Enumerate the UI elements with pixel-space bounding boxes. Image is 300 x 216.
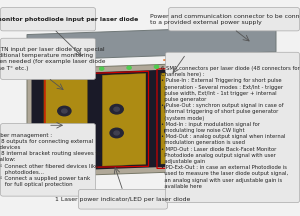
Circle shape: [100, 67, 104, 70]
Text: Power and communication connector to be connected
to a provided external power s: Power and communication connector to be …: [151, 14, 300, 25]
FancyBboxPatch shape: [166, 52, 299, 203]
Circle shape: [58, 106, 71, 116]
Bar: [17, 64, 26, 67]
Circle shape: [114, 131, 119, 135]
Circle shape: [218, 127, 224, 131]
Circle shape: [154, 65, 159, 68]
Circle shape: [218, 104, 224, 108]
Polygon shape: [220, 69, 263, 162]
Bar: [17, 67, 26, 70]
Text: Fiber management :
• 8 outputs for connecting external
  devices
• 8 internal br: Fiber management : • 8 outputs for conne…: [0, 133, 100, 187]
Text: 1 Laser power indicator/LED per laser diode: 1 Laser power indicator/LED per laser di…: [55, 197, 191, 202]
Circle shape: [209, 63, 213, 66]
Circle shape: [45, 69, 49, 72]
Bar: [17, 63, 26, 67]
FancyBboxPatch shape: [1, 8, 95, 31]
Bar: [17, 60, 26, 64]
Polygon shape: [103, 73, 146, 166]
FancyBboxPatch shape: [1, 124, 95, 196]
FancyBboxPatch shape: [169, 8, 299, 31]
Circle shape: [62, 133, 67, 137]
Bar: [17, 65, 26, 68]
Text: 1 CTN input per laser diode for special
additional temperature monitoring
when n: 1 CTN input per laser diode for special …: [0, 47, 105, 71]
Polygon shape: [27, 26, 276, 60]
FancyBboxPatch shape: [79, 189, 167, 209]
Bar: [17, 61, 26, 64]
Circle shape: [236, 62, 241, 65]
Polygon shape: [27, 60, 276, 177]
Circle shape: [110, 105, 123, 114]
Bar: [17, 62, 26, 65]
Polygon shape: [32, 66, 272, 172]
Text: 6 SMA connectors per laser diode (48 connectors for 8
Channels here) :
• Pulse-I: 6 SMA connectors per laser diode (48 con…: [160, 66, 300, 189]
Circle shape: [72, 68, 76, 71]
Circle shape: [169, 105, 174, 109]
Circle shape: [182, 64, 186, 67]
Polygon shape: [44, 76, 87, 168]
Circle shape: [214, 101, 228, 110]
Circle shape: [214, 125, 228, 134]
Text: 1 External monitor photodiode input per laser diode: 1 External monitor photodiode input per …: [0, 17, 138, 22]
FancyBboxPatch shape: [1, 38, 95, 79]
Circle shape: [114, 107, 119, 111]
Polygon shape: [161, 71, 204, 164]
Bar: [17, 66, 26, 69]
Circle shape: [165, 126, 178, 136]
Circle shape: [169, 129, 174, 133]
Circle shape: [127, 66, 131, 69]
Circle shape: [62, 109, 67, 113]
Circle shape: [110, 128, 123, 138]
Circle shape: [58, 130, 71, 140]
Circle shape: [165, 103, 178, 112]
